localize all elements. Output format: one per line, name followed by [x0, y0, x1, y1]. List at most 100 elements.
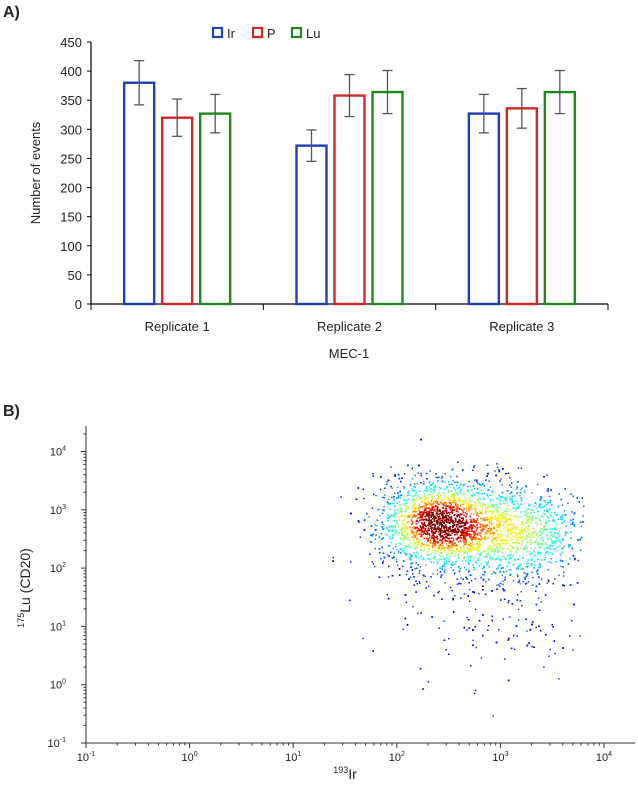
scatter-point [380, 476, 382, 478]
scatter-point [540, 516, 542, 518]
scatter-point [427, 681, 430, 683]
scatter-point [537, 566, 540, 569]
scatter-point [524, 578, 526, 580]
scatter-point [446, 486, 448, 488]
scatter-point [387, 576, 390, 578]
scatter-point [526, 644, 529, 647]
scatter-point [462, 578, 464, 580]
scatter-point [502, 580, 504, 582]
scatter-point [498, 629, 500, 631]
scatter-point [474, 626, 476, 628]
scatter-point [444, 569, 446, 571]
scatter-point [393, 513, 396, 515]
scatter-point [510, 553, 512, 555]
scatter-point [450, 475, 452, 478]
scatter-point [463, 483, 466, 485]
scatter-point [501, 496, 503, 498]
scatter-point [520, 500, 522, 502]
scatter-point [535, 626, 537, 629]
scatter-point [563, 510, 566, 512]
scatter-point [475, 547, 477, 549]
scatter-point [387, 517, 389, 520]
scatter-point [431, 497, 433, 499]
scatter-point [487, 507, 489, 509]
y-tick-label: 50 [68, 268, 82, 283]
scatter-point [480, 576, 482, 579]
scatter-point [413, 490, 416, 492]
scatter-point [537, 514, 539, 516]
scatter-point [579, 521, 582, 523]
scatter-point [511, 556, 513, 558]
scatter-point [472, 644, 474, 646]
scatter-point [434, 550, 437, 552]
scatter-point [381, 512, 384, 515]
scatter-point [391, 519, 394, 522]
scatter-point [447, 558, 449, 560]
scatter-point [520, 547, 522, 549]
scatter-point [502, 618, 504, 620]
scatter-point [526, 519, 528, 521]
scatter-point [486, 553, 488, 555]
scatter-point [485, 479, 487, 481]
scatter-point [505, 473, 507, 475]
scatter-point [522, 524, 524, 526]
scatter-point [485, 556, 487, 558]
scatter-point [518, 581, 520, 583]
scatter-point [469, 559, 471, 562]
scatter-point [496, 584, 498, 586]
scatter-point [563, 571, 565, 574]
y-tick-label: 10-1 [48, 737, 67, 750]
scatter-point [440, 558, 442, 560]
scatter-point [452, 564, 454, 566]
scatter-point [380, 533, 383, 535]
scatter-point [394, 511, 396, 513]
scatter-point [562, 566, 564, 568]
scatter-point [425, 472, 428, 475]
scatter-point [571, 547, 573, 550]
scatter-point [459, 492, 461, 494]
scatter-point [509, 496, 511, 498]
scatter-point [533, 646, 535, 648]
scatter-point [374, 565, 376, 568]
scatter-point [568, 521, 571, 523]
scatter-point [555, 561, 557, 563]
scatter-point [409, 484, 412, 486]
scatter-point [496, 544, 498, 546]
scatter-point [535, 585, 538, 588]
scatter-point [491, 550, 494, 553]
scatter-point [541, 515, 544, 517]
scatter-point [485, 507, 487, 509]
scatter-point [492, 548, 494, 550]
scatter-point [416, 567, 418, 569]
scatter-point [495, 509, 497, 511]
scatter-point [377, 508, 380, 511]
scatter-point [508, 568, 510, 571]
scatter-point [540, 601, 542, 603]
scatter-point [516, 486, 518, 488]
scatter-point [404, 473, 406, 475]
scatter-point [355, 498, 358, 500]
scatter-point [538, 530, 541, 533]
scatter-point [484, 561, 486, 563]
scatter-point [436, 569, 439, 571]
scatter-point [405, 573, 408, 576]
scatter-point [500, 567, 502, 569]
scatter-point [439, 567, 441, 569]
scatter-point [468, 582, 470, 584]
scatter-point [428, 558, 430, 560]
scatter-point [350, 561, 352, 563]
scatter-point [577, 539, 580, 541]
scatter-point [485, 581, 487, 583]
scatter-point [547, 528, 549, 531]
scatter-point [547, 517, 550, 520]
scatter-point [471, 489, 473, 491]
scatter-point [545, 501, 547, 503]
scatter-point [444, 563, 446, 565]
scatter-point [349, 599, 351, 601]
scatter-point [487, 489, 489, 491]
scatter-point [418, 464, 420, 467]
scatter-point [517, 567, 519, 570]
scatter-point [451, 589, 453, 592]
scatter-point [539, 531, 542, 533]
scatter-point [412, 495, 414, 497]
